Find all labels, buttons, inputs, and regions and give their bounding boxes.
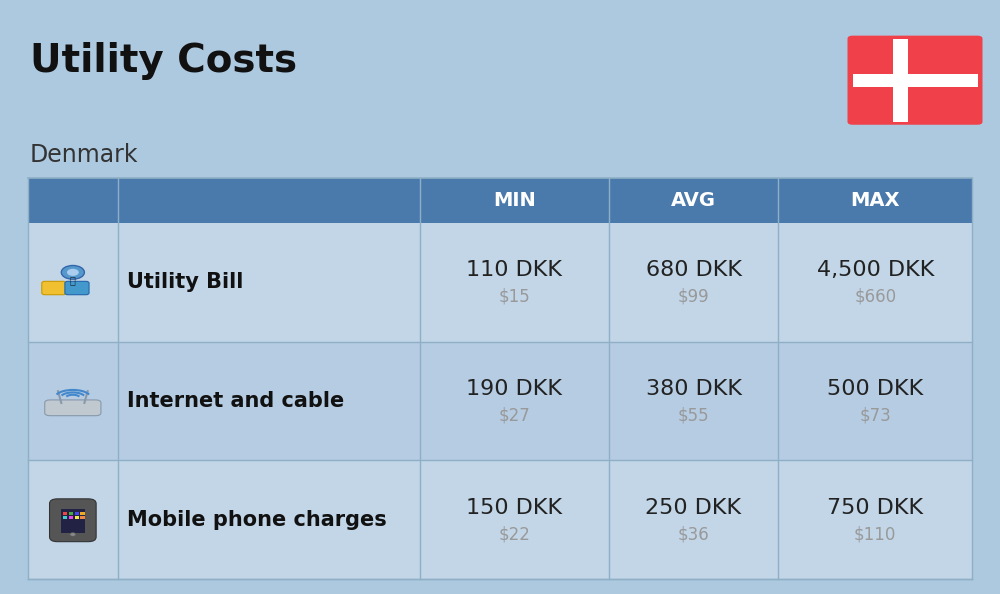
Text: 110 DKK: 110 DKK [466,260,562,280]
Bar [80,512,85,514]
Text: 750 DKK: 750 DKK [827,498,923,518]
Circle shape [67,269,79,276]
Bar [61,508,85,533]
Bar [69,516,73,519]
Text: 150 DKK: 150 DKK [466,498,562,518]
FancyBboxPatch shape [50,499,96,542]
Bar [28,342,972,460]
FancyBboxPatch shape [65,282,89,295]
Bar [63,516,67,519]
Text: $99: $99 [678,287,709,305]
Text: Denmark: Denmark [30,143,138,166]
Text: AVG: AVG [671,191,716,210]
Text: Internet and cable: Internet and cable [127,391,344,411]
Text: 680 DKK: 680 DKK [646,260,742,280]
FancyBboxPatch shape [42,282,66,295]
Bar [63,512,67,514]
Text: $15: $15 [498,287,530,305]
Text: $22: $22 [498,525,530,543]
Text: $110: $110 [854,525,896,543]
FancyBboxPatch shape [45,400,101,416]
Text: Utility Bill: Utility Bill [127,272,243,292]
Text: $660: $660 [854,287,896,305]
Bar [75,512,79,514]
Text: Utility Costs: Utility Costs [30,42,297,80]
Text: $73: $73 [859,406,891,424]
Text: 👤: 👤 [70,275,76,285]
Text: 4,500 DKK: 4,500 DKK [817,260,934,280]
Bar [28,178,972,223]
Text: MIN: MIN [493,191,536,210]
Text: $36: $36 [678,525,709,543]
Circle shape [70,533,76,536]
Text: $55: $55 [678,406,709,424]
Bar [28,223,972,342]
Text: 190 DKK: 190 DKK [466,379,562,399]
Text: 500 DKK: 500 DKK [827,379,923,399]
Bar [69,512,73,514]
Text: $27: $27 [498,406,530,424]
Text: 380 DKK: 380 DKK [646,379,742,399]
Bar [852,74,978,87]
Text: Mobile phone charges: Mobile phone charges [127,510,387,530]
Circle shape [61,266,84,279]
Bar [893,39,908,122]
Text: 250 DKK: 250 DKK [645,498,742,518]
Bar [28,460,972,579]
FancyBboxPatch shape [848,36,982,125]
Text: MAX: MAX [850,191,900,210]
Bar [80,516,85,519]
Bar [75,516,79,519]
